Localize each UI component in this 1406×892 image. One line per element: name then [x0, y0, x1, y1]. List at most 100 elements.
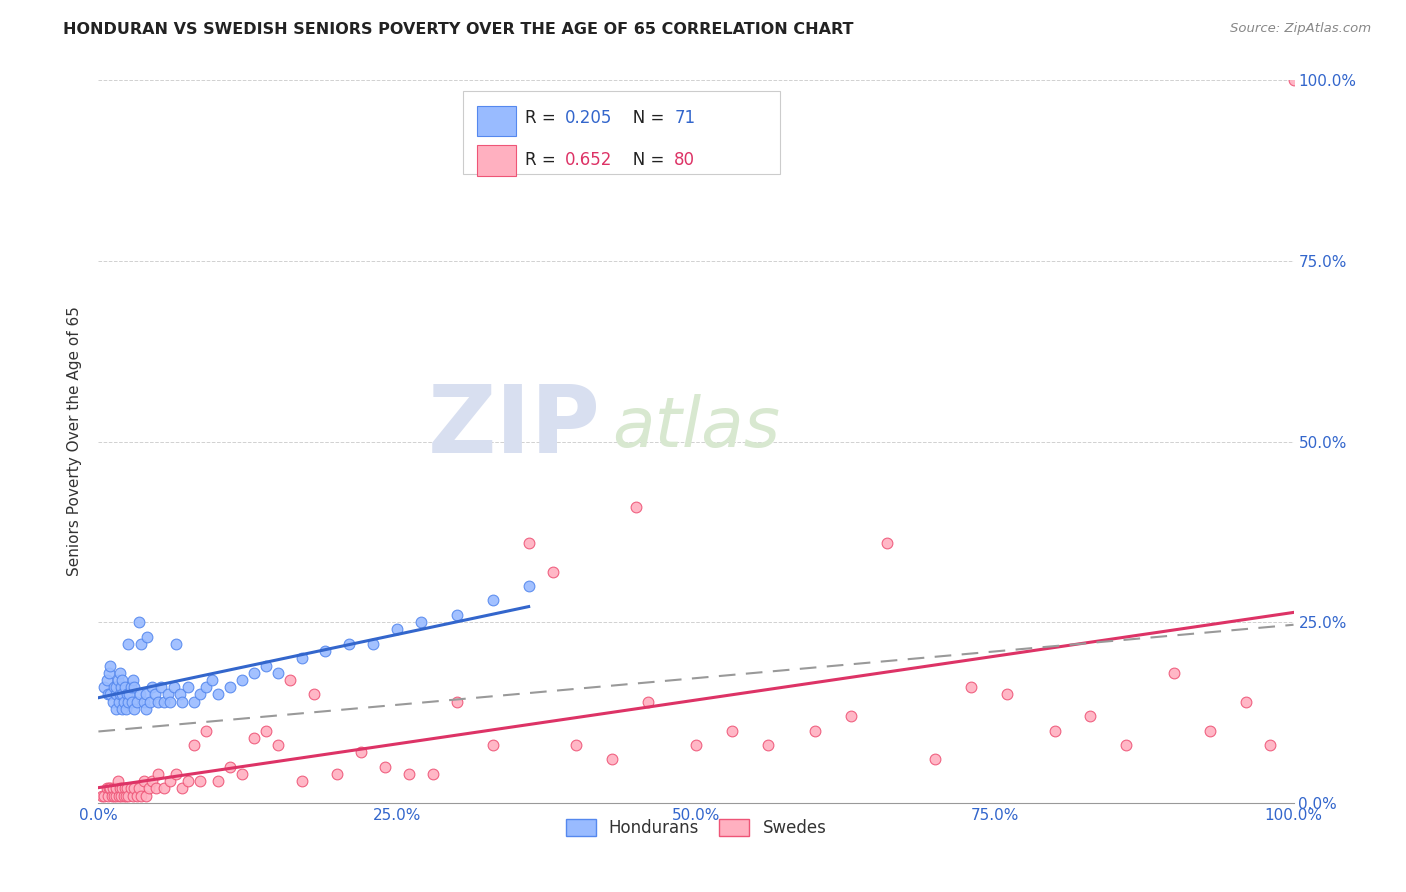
Point	[125, 789, 148, 803]
Point	[159, 774, 181, 789]
Point	[135, 702, 157, 716]
Point	[120, 781, 142, 796]
Point	[129, 687, 152, 701]
Point	[207, 774, 229, 789]
Point	[128, 615, 150, 630]
Point	[1234, 695, 1257, 709]
Text: HONDURAN VS SWEDISH SENIORS POVERTY OVER THE AGE OF 65 CORRELATION CHART: HONDURAN VS SWEDISH SENIORS POVERTY OVER…	[63, 22, 853, 37]
Point	[685, 738, 707, 752]
Point	[107, 789, 129, 803]
Point	[602, 752, 624, 766]
Point	[115, 687, 138, 701]
Point	[177, 774, 200, 789]
Point	[110, 789, 132, 803]
Point	[108, 687, 131, 701]
Text: 80: 80	[675, 151, 695, 169]
Text: Source: ZipAtlas.com: Source: ZipAtlas.com	[1230, 22, 1371, 36]
Point	[108, 781, 131, 796]
Text: atlas: atlas	[613, 393, 780, 460]
Point	[231, 767, 253, 781]
Point	[517, 579, 540, 593]
Point	[243, 731, 266, 745]
Point	[254, 723, 277, 738]
Point	[278, 673, 301, 687]
Point	[115, 789, 138, 803]
Point	[291, 774, 314, 789]
Point	[339, 637, 361, 651]
Point	[1282, 73, 1305, 87]
Point	[108, 665, 131, 680]
Point	[111, 687, 134, 701]
Point	[96, 781, 118, 796]
Point	[481, 738, 505, 752]
Point	[163, 680, 186, 694]
Point	[98, 781, 122, 796]
Point	[517, 535, 540, 549]
Point	[135, 789, 157, 803]
Text: N =: N =	[616, 109, 669, 128]
Text: 0.652: 0.652	[565, 151, 612, 169]
Point	[136, 630, 159, 644]
Point	[105, 680, 128, 694]
Point	[411, 615, 433, 630]
Point	[107, 695, 129, 709]
Point	[254, 658, 277, 673]
Point	[105, 687, 128, 701]
Point	[117, 637, 139, 651]
Y-axis label: Seniors Poverty Over the Age of 65: Seniors Poverty Over the Age of 65	[67, 307, 83, 576]
Point	[100, 789, 122, 803]
Point	[131, 789, 153, 803]
Point	[118, 687, 141, 701]
Point	[103, 789, 125, 803]
Point	[93, 680, 115, 694]
Point	[183, 738, 205, 752]
Point	[177, 680, 200, 694]
Point	[111, 781, 134, 796]
Point	[804, 723, 827, 738]
Point	[124, 781, 146, 796]
FancyBboxPatch shape	[477, 145, 516, 176]
Point	[121, 695, 143, 709]
Point	[541, 565, 564, 579]
Point	[111, 673, 134, 687]
Point	[169, 687, 191, 701]
Point	[103, 680, 125, 694]
Point	[114, 781, 136, 796]
Point	[398, 767, 420, 781]
Point	[112, 789, 135, 803]
Point	[156, 687, 179, 701]
Point	[1080, 709, 1102, 723]
Point	[188, 774, 211, 789]
Point	[124, 702, 146, 716]
Point	[117, 789, 139, 803]
Point	[363, 637, 385, 651]
Point	[141, 774, 163, 789]
Text: R =: R =	[524, 151, 561, 169]
FancyBboxPatch shape	[477, 105, 516, 136]
Point	[111, 702, 134, 716]
Point	[183, 695, 205, 709]
Point	[446, 607, 468, 622]
Point	[1043, 723, 1066, 738]
Point	[172, 695, 194, 709]
Point	[188, 687, 211, 701]
Point	[291, 651, 314, 665]
Point	[148, 767, 170, 781]
Point	[422, 767, 444, 781]
Point	[172, 781, 194, 796]
Point	[112, 695, 135, 709]
Point	[153, 695, 176, 709]
Point	[1115, 738, 1137, 752]
Point	[267, 738, 290, 752]
Point	[125, 695, 148, 709]
Point	[138, 781, 160, 796]
Point	[756, 738, 779, 752]
Point	[139, 695, 162, 709]
Text: 71: 71	[675, 109, 696, 128]
Point	[841, 709, 863, 723]
Point	[117, 695, 139, 709]
Point	[96, 673, 118, 687]
Point	[446, 695, 468, 709]
Point	[1163, 665, 1185, 680]
Point	[124, 680, 146, 694]
